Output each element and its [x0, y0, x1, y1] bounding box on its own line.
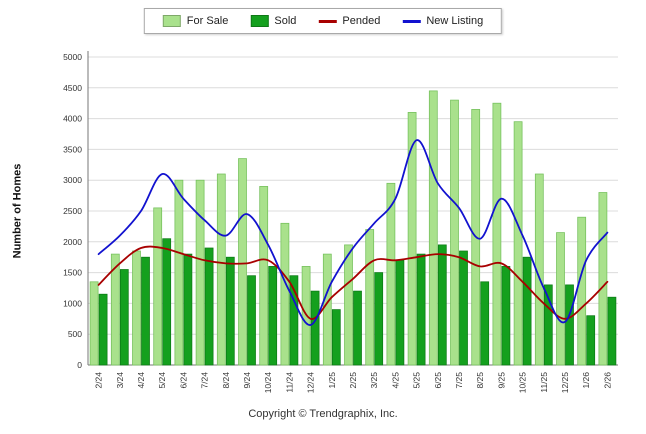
legend-label-new-listing: New Listing [426, 15, 484, 27]
svg-text:5/25: 5/25 [412, 372, 422, 389]
svg-text:11/24: 11/24 [284, 372, 294, 393]
svg-text:6/25: 6/25 [433, 372, 443, 389]
svg-text:2/25: 2/25 [348, 372, 358, 389]
legend-label-pended: Pended [342, 15, 381, 27]
svg-text:4/25: 4/25 [390, 372, 400, 389]
legend-item-sold: Sold [250, 15, 296, 27]
svg-text:3500: 3500 [63, 144, 82, 154]
legend: For Sale Sold Pended New Listing [143, 8, 503, 34]
svg-text:1/26: 1/26 [581, 372, 591, 389]
svg-text:6/24: 6/24 [178, 372, 188, 389]
legend-item-for-sale: For Sale [162, 15, 229, 27]
svg-text:3/24: 3/24 [115, 372, 125, 389]
for-sale-swatch-icon [162, 15, 181, 27]
svg-text:4/24: 4/24 [136, 372, 146, 389]
svg-text:1500: 1500 [63, 268, 82, 278]
svg-text:1/25: 1/25 [327, 372, 337, 389]
svg-text:500: 500 [68, 329, 82, 339]
svg-text:2/26: 2/26 [602, 372, 612, 389]
svg-text:5/24: 5/24 [157, 372, 167, 389]
svg-text:2000: 2000 [63, 237, 82, 247]
svg-text:10/24: 10/24 [263, 372, 273, 394]
copyright-text: Copyright © Trendgraphix, Inc. [248, 408, 398, 420]
svg-text:0: 0 [77, 360, 82, 370]
legend-item-pended: Pended [318, 15, 380, 27]
chart-plot: 0 500 1000 1500 2000 2500 3000 3500 4000 4500 5000… [63, 51, 618, 394]
svg-text:7/25: 7/25 [454, 372, 464, 389]
svg-text:2500: 2500 [63, 206, 82, 216]
svg-text:8/25: 8/25 [475, 372, 485, 389]
legend-item-new-listing: New Listing [402, 15, 483, 27]
svg-text:4500: 4500 [63, 83, 82, 93]
svg-text:3/25: 3/25 [369, 372, 379, 389]
svg-text:3000: 3000 [63, 175, 82, 185]
svg-text:7/24: 7/24 [200, 372, 210, 389]
svg-text:11/25: 11/25 [539, 372, 549, 393]
legend-label-for-sale: For Sale [186, 15, 229, 27]
svg-text:2/24: 2/24 [94, 372, 104, 389]
svg-text:9/24: 9/24 [242, 372, 252, 389]
svg-text:1000: 1000 [63, 298, 82, 308]
svg-text:8/24: 8/24 [221, 372, 231, 389]
sold-swatch-icon [250, 15, 269, 27]
svg-text:5000: 5000 [63, 52, 82, 62]
new-listing-swatch-icon [402, 19, 421, 23]
svg-text:10/25: 10/25 [518, 372, 528, 394]
svg-text:12/24: 12/24 [306, 372, 316, 394]
svg-text:9/25: 9/25 [496, 372, 506, 389]
svg-text:12/25: 12/25 [560, 372, 570, 394]
pended-swatch-icon [318, 19, 337, 23]
svg-text:4000: 4000 [63, 114, 82, 124]
legend-label-sold: Sold [274, 15, 297, 27]
